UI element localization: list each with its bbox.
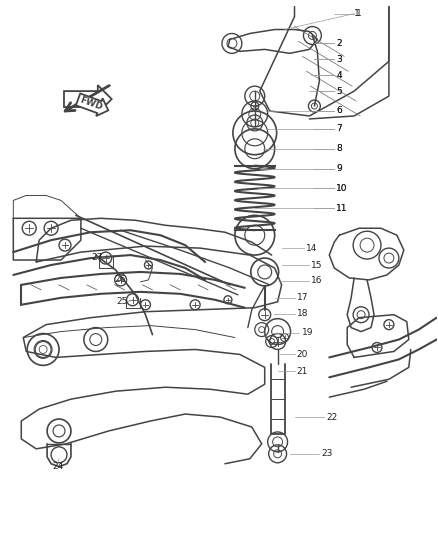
Text: 10: 10: [336, 184, 348, 193]
Text: 2: 2: [336, 39, 342, 48]
Text: 24: 24: [53, 462, 64, 471]
Text: 27: 27: [92, 253, 103, 262]
Text: 6: 6: [336, 107, 342, 116]
Text: 18: 18: [297, 309, 308, 318]
Text: 5: 5: [336, 87, 342, 95]
Text: 10: 10: [336, 184, 348, 193]
Text: 11: 11: [336, 204, 348, 213]
Text: 5: 5: [336, 87, 342, 95]
Text: 20: 20: [297, 350, 308, 359]
Text: 26: 26: [114, 276, 126, 285]
Text: 9: 9: [336, 164, 342, 173]
Text: 22: 22: [326, 413, 338, 422]
Text: 3: 3: [336, 55, 342, 64]
Text: 8: 8: [336, 144, 342, 154]
Text: 17: 17: [297, 293, 308, 302]
Text: 9: 9: [336, 164, 342, 173]
Text: 8: 8: [336, 144, 342, 154]
Text: 23: 23: [321, 449, 333, 458]
Text: 7: 7: [336, 124, 342, 133]
Text: 1: 1: [354, 9, 360, 18]
Text: 2: 2: [336, 39, 342, 48]
Text: 19: 19: [301, 328, 313, 337]
Text: FWD: FWD: [78, 96, 103, 112]
Text: 14: 14: [307, 244, 318, 253]
Text: 4: 4: [336, 71, 342, 80]
Text: 7: 7: [336, 124, 342, 133]
Text: 15: 15: [311, 261, 323, 270]
Text: 3: 3: [336, 55, 342, 64]
Text: 6: 6: [336, 107, 342, 116]
Text: 4: 4: [336, 71, 342, 80]
Text: 16: 16: [311, 277, 323, 285]
Text: 21: 21: [297, 367, 308, 376]
Text: 1: 1: [356, 9, 362, 18]
Text: 25: 25: [116, 297, 127, 306]
Text: 11: 11: [336, 204, 348, 213]
